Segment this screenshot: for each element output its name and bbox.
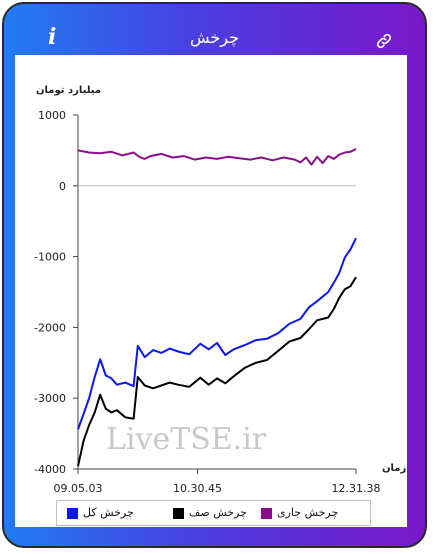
y-axis-title: میلیارد تومان (36, 85, 101, 96)
watermark-text: LiveTSE.ir (106, 422, 267, 457)
legend-swatch-zero (173, 508, 184, 519)
legend-label-current: چرخش جاری (277, 506, 339, 519)
y-tick-label: -3000 (34, 392, 66, 405)
chart-legend: چرخش جاری چرخش صف چرخش کل (56, 500, 371, 526)
info-icon[interactable]: i (48, 24, 57, 50)
y-tick-label: -2000 (34, 321, 66, 334)
legend-label-zero: چرخش صف (189, 506, 247, 519)
series-line-current (77, 148, 357, 166)
header-bar: i چرخش (4, 4, 425, 56)
axes-group: 1000 0 -1000 -2000 -3000 -4000 09.05.03 10.30.4… (34, 109, 380, 495)
legend-label-total: چرخش کل (83, 506, 134, 519)
y-tick-label: -1000 (34, 251, 66, 264)
link-icon[interactable] (375, 32, 393, 50)
x-tick-label: 09.05.03 (54, 482, 103, 495)
y-tick-label: -4000 (34, 463, 66, 476)
chart-panel (15, 55, 407, 527)
series-group (77, 148, 357, 467)
page-title: چرخش (189, 28, 239, 47)
y-tick-label: 0 (59, 180, 66, 193)
series-line-total (77, 237, 357, 430)
series-line-zero (77, 276, 357, 467)
legend-swatch-total (67, 508, 78, 519)
x-tick-label: 12.31.38 (332, 482, 381, 495)
x-tick-label: 10.30.45 (173, 482, 222, 495)
y-tick-label: 1000 (38, 109, 66, 122)
legend-swatch-current (261, 508, 272, 519)
x-axis-title: زمان (382, 463, 406, 474)
